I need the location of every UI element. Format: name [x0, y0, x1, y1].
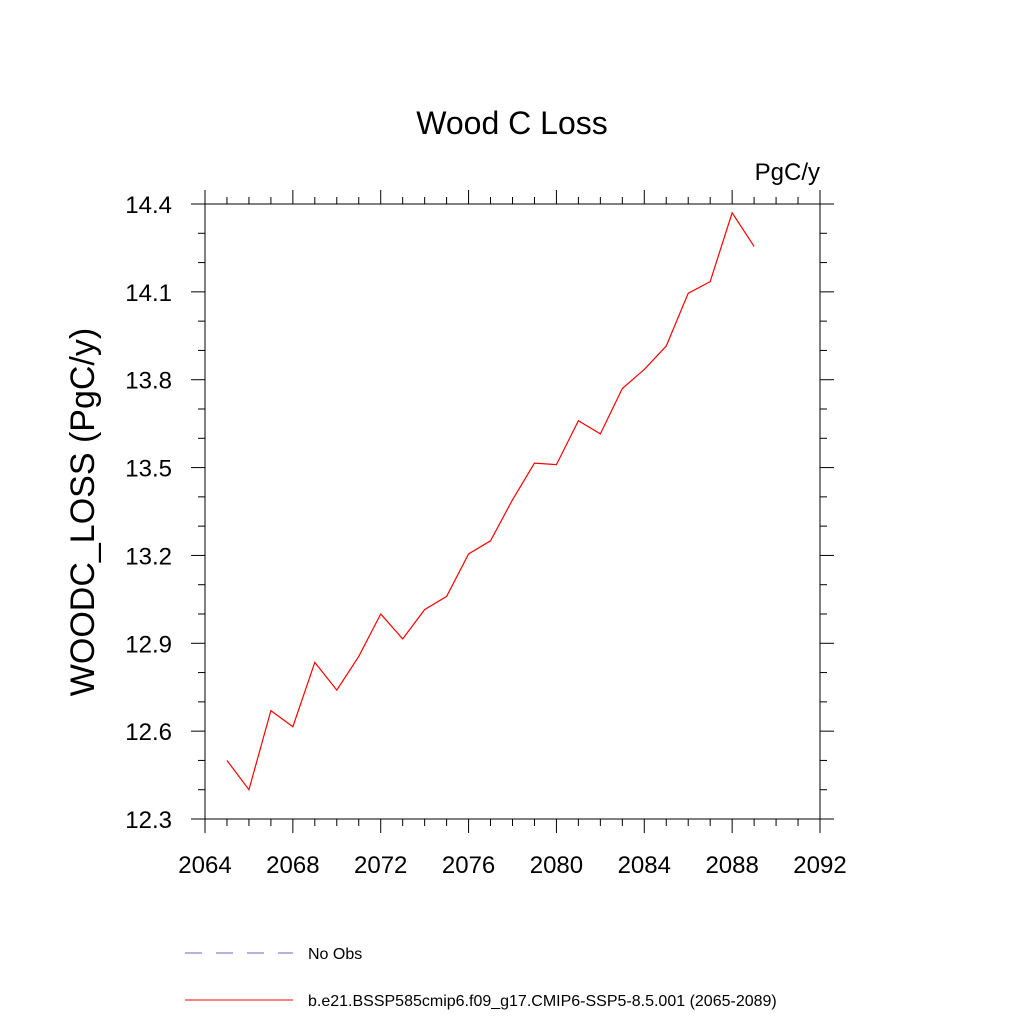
- series-line: [226, 211, 755, 792]
- legend-label: b.e21.BSSP585cmip6.f09_g17.CMIP6-SSP5-8.…: [308, 993, 777, 1010]
- x-tick-label: 2080: [530, 852, 583, 879]
- y-tick-label: 13.5: [125, 456, 172, 483]
- x-tick-label: 2088: [705, 852, 758, 879]
- tick-labels: 2064 2068 2072 2076 2080 2084 2088 2092 12.3 12.6…: [125, 192, 846, 879]
- y-tick-label: 12.6: [125, 719, 172, 746]
- series-lines: [226, 211, 755, 792]
- axis-ticks: [191, 190, 834, 833]
- legend: No Obs b.e21.BSSP585cmip6.f09_g17.CMIP6-S…: [185, 946, 777, 1010]
- y-tick-label: 14.4: [125, 192, 172, 219]
- plot-frame: [204, 203, 821, 820]
- x-tick-label: 2076: [442, 852, 495, 879]
- y-tick-label: 13.8: [125, 368, 172, 395]
- x-tick-label: 2068: [266, 852, 319, 879]
- x-tick-label: 2092: [793, 852, 846, 879]
- x-tick-label: 2084: [618, 852, 671, 879]
- y-tick-label: 12.9: [125, 631, 172, 658]
- chart-title: Wood C Loss: [416, 105, 608, 141]
- legend-label: No Obs: [308, 946, 362, 963]
- y-tick-label: 13.2: [125, 543, 172, 570]
- units-label: PgC/y: [755, 159, 820, 186]
- x-tick-label: 2072: [354, 852, 407, 879]
- y-axis-label: WOODC_LOSS (PgC/y): [64, 328, 102, 696]
- y-tick-label: 14.1: [125, 280, 172, 307]
- x-tick-label: 2064: [178, 852, 231, 879]
- y-tick-label: 12.3: [125, 807, 172, 834]
